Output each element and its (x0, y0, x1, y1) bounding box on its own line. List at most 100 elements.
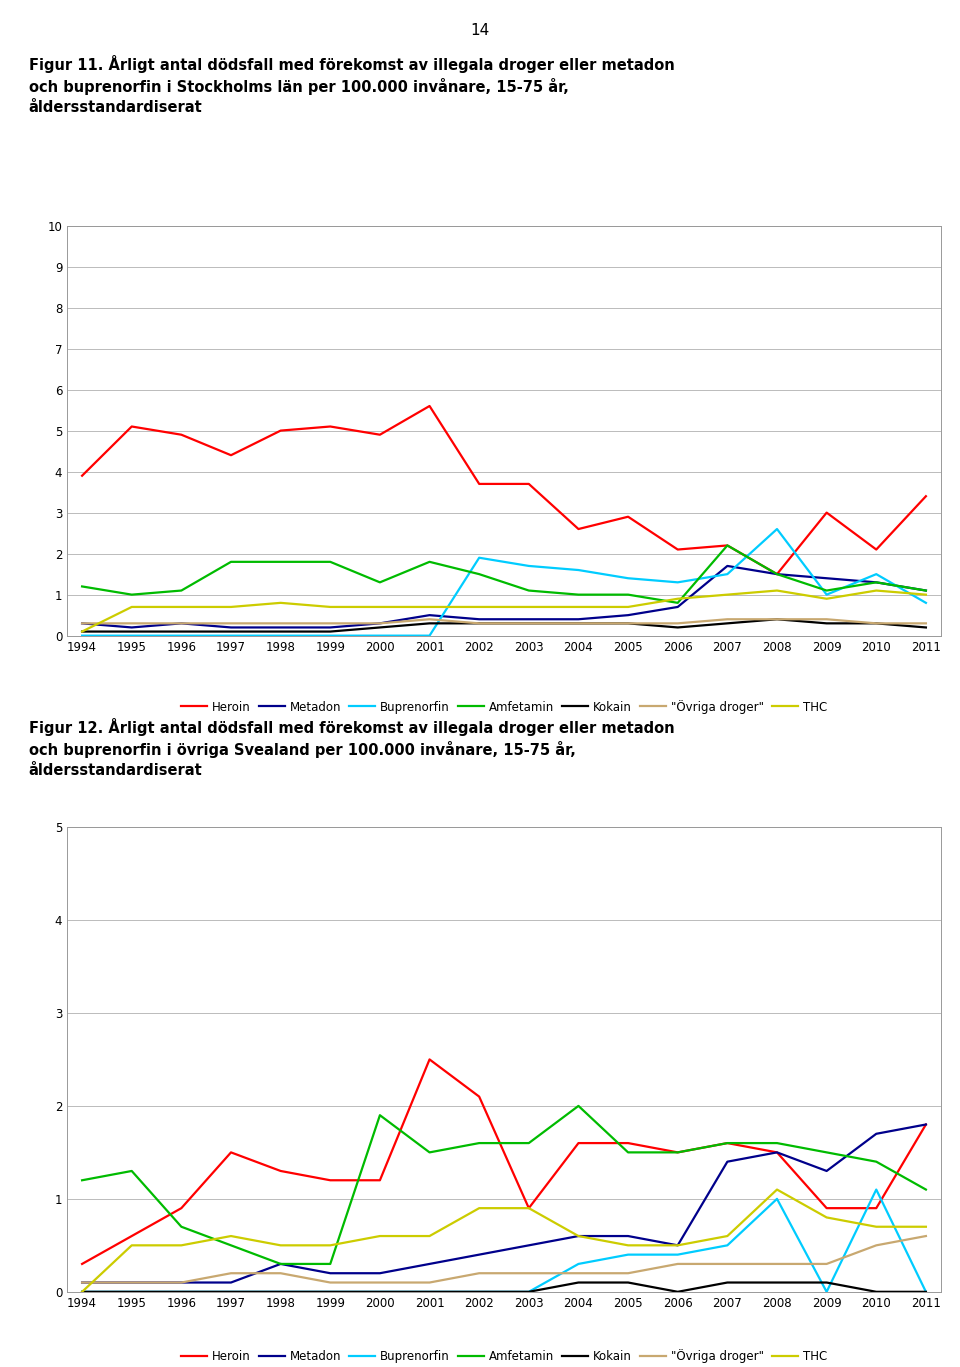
THC (771, 582, 782, 599)
"Övriga droger" (374, 1274, 386, 1290)
Heroin (871, 541, 882, 558)
Kokain (821, 1274, 832, 1290)
Heroin (920, 488, 931, 504)
"Övriga droger" (423, 1274, 435, 1290)
Amfetamin (226, 1237, 237, 1254)
Kokain (871, 615, 882, 632)
Buprenorfin (77, 1284, 88, 1300)
Heroin (324, 418, 336, 435)
Line: "Övriga droger": "Övriga droger" (83, 1236, 925, 1282)
Buprenorfin (275, 627, 286, 644)
Heroin (622, 509, 634, 525)
"Övriga droger" (771, 1256, 782, 1273)
Amfetamin (771, 1135, 782, 1151)
Buprenorfin (176, 1284, 187, 1300)
Heroin (523, 1200, 535, 1217)
"Övriga droger" (226, 615, 237, 632)
Metadon (374, 615, 386, 632)
Heroin (672, 541, 684, 558)
Kokain (126, 623, 137, 640)
Amfetamin (275, 554, 286, 570)
Buprenorfin (821, 586, 832, 603)
Buprenorfin (672, 1247, 684, 1263)
Heroin (722, 1135, 733, 1151)
Metadon (573, 611, 585, 627)
Buprenorfin (920, 595, 931, 611)
Line: Buprenorfin: Buprenorfin (83, 529, 925, 636)
Buprenorfin (771, 1191, 782, 1207)
THC (423, 1228, 435, 1244)
"Övriga droger" (821, 611, 832, 627)
THC (275, 1237, 286, 1254)
Kokain (423, 1284, 435, 1300)
Amfetamin (871, 574, 882, 591)
Metadon (176, 1274, 187, 1290)
Legend: Heroin, Metadon, Buprenorfin, Amfetamin, Kokain, "Övriga droger", THC: Heroin, Metadon, Buprenorfin, Amfetamin,… (177, 1344, 831, 1367)
Buprenorfin (722, 566, 733, 582)
THC (126, 1237, 137, 1254)
Heroin (920, 1117, 931, 1133)
Buprenorfin (920, 1284, 931, 1300)
Heroin (126, 418, 137, 435)
"Övriga droger" (473, 615, 485, 632)
Amfetamin (176, 1218, 187, 1234)
Heroin (126, 1228, 137, 1244)
THC (821, 1210, 832, 1226)
Metadon (871, 574, 882, 591)
Heroin (275, 422, 286, 439)
Metadon (523, 611, 535, 627)
Buprenorfin (275, 1284, 286, 1300)
THC (77, 623, 88, 640)
Metadon (423, 1256, 435, 1273)
Line: "Övriga droger": "Övriga droger" (83, 619, 925, 623)
"Övriga droger" (722, 1256, 733, 1273)
Buprenorfin (871, 1181, 882, 1197)
Buprenorfin (374, 627, 386, 644)
Heroin (821, 504, 832, 521)
Metadon (473, 1247, 485, 1263)
Amfetamin (573, 1098, 585, 1114)
Amfetamin (871, 1154, 882, 1170)
Kokain (722, 1274, 733, 1290)
Buprenorfin (77, 627, 88, 644)
Amfetamin (77, 1172, 88, 1188)
Amfetamin (523, 1135, 535, 1151)
Heroin (871, 1200, 882, 1217)
Kokain (722, 615, 733, 632)
Heroin (374, 1172, 386, 1188)
"Övriga droger" (722, 611, 733, 627)
Kokain (821, 615, 832, 632)
"Övriga droger" (871, 615, 882, 632)
Buprenorfin (523, 1284, 535, 1300)
Metadon (275, 1256, 286, 1273)
Kokain (771, 1274, 782, 1290)
Buprenorfin (573, 1256, 585, 1273)
Metadon (821, 570, 832, 586)
Kokain (523, 1284, 535, 1300)
Metadon (374, 1264, 386, 1281)
Metadon (324, 1264, 336, 1281)
Amfetamin (77, 578, 88, 595)
Metadon (226, 1274, 237, 1290)
Heroin (473, 476, 485, 492)
THC (473, 599, 485, 615)
Buprenorfin (126, 1284, 137, 1300)
Amfetamin (672, 595, 684, 611)
Heroin (821, 1200, 832, 1217)
Kokain (226, 623, 237, 640)
Metadon (275, 619, 286, 636)
THC (226, 599, 237, 615)
Line: Kokain: Kokain (83, 619, 925, 632)
Buprenorfin (473, 1284, 485, 1300)
Line: Heroin: Heroin (83, 1059, 925, 1264)
Heroin (523, 476, 535, 492)
Heroin (771, 1144, 782, 1161)
Kokain (423, 615, 435, 632)
Metadon (771, 566, 782, 582)
Metadon (722, 558, 733, 574)
Amfetamin (473, 1135, 485, 1151)
Kokain (622, 1274, 634, 1290)
Kokain (374, 1284, 386, 1300)
Kokain (226, 1284, 237, 1300)
Text: 14: 14 (470, 23, 490, 37)
